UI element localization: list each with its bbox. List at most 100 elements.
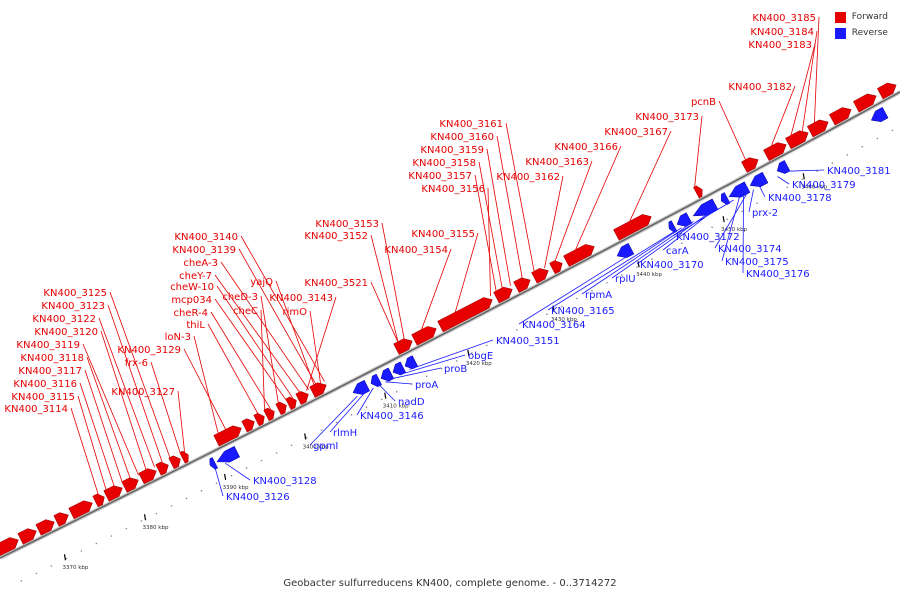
legend-reverse-swatch xyxy=(834,27,846,39)
gene-label: KN400_3179 xyxy=(792,180,856,191)
ruler-dot xyxy=(561,305,563,308)
ruler-dot xyxy=(696,234,698,237)
tick-label: 3390 kbp xyxy=(223,485,249,491)
gene-label: KN400_3122 xyxy=(32,314,96,325)
ruler-dot xyxy=(200,490,203,492)
gene-label: KN400_3164 xyxy=(522,320,586,331)
reverse-gene-arrow xyxy=(720,192,731,205)
gene-label: KN400_3161 xyxy=(439,119,503,130)
label-leader-line xyxy=(214,468,224,497)
gene-label: KN400_3182 xyxy=(728,82,792,93)
tick-label: 3430 kbp xyxy=(551,317,577,323)
label-leader-line xyxy=(107,304,163,464)
ruler-dot xyxy=(275,452,278,454)
forward-gene-arrow xyxy=(309,382,327,398)
gene-label: cheY-7 xyxy=(179,271,212,282)
reverse-gene-arrow xyxy=(749,171,769,188)
ruler-dot xyxy=(786,186,788,188)
ruler-dot xyxy=(95,542,98,545)
legend-forward-swatch xyxy=(834,11,846,23)
label-leader-line xyxy=(662,210,714,251)
forward-gene-arrow xyxy=(213,425,242,447)
ruler-dot xyxy=(726,218,728,221)
gene-label: KN400_3139 xyxy=(172,245,236,256)
reverse-gene-arrow xyxy=(216,445,241,463)
gene-label: KN400_3178 xyxy=(768,193,832,204)
tick-label: 3400 kbp xyxy=(303,444,329,450)
label-leader-line xyxy=(77,395,107,492)
gene-label: KN400_3140 xyxy=(174,232,238,243)
gene-label: KN400_3172 xyxy=(676,232,740,243)
ruler-dot xyxy=(861,145,864,148)
map-caption: Geobacter sulfurreducens KN400, complete… xyxy=(283,578,617,589)
forward-gene-arrow xyxy=(531,268,549,284)
forward-gene-arrow xyxy=(741,157,759,173)
reverse-gene-arrow xyxy=(404,355,419,370)
ruler-dot xyxy=(320,429,323,431)
ruler-dot xyxy=(230,474,233,477)
ruler-dot xyxy=(816,170,818,172)
gene-label: KN400_3173 xyxy=(635,112,699,123)
gene-label: thiL xyxy=(186,320,205,331)
ruler-dot xyxy=(771,194,773,197)
label-leader-line xyxy=(309,395,358,446)
forward-gene-arrow xyxy=(693,185,703,199)
label-leader-line xyxy=(759,186,766,198)
label-leader-line xyxy=(86,356,131,480)
reverse-gene-arrow xyxy=(668,220,678,233)
ruler-dot xyxy=(516,329,518,331)
forward-gene-arrow xyxy=(613,214,652,241)
label-leader-line xyxy=(636,213,708,265)
gene-label: KN400_3146 xyxy=(360,411,424,422)
ruler-dot xyxy=(531,321,533,323)
tick-mark xyxy=(63,554,67,561)
ruler-dot xyxy=(846,154,849,156)
label-leader-line xyxy=(109,291,171,460)
label-leader-line xyxy=(721,196,740,262)
forward-gene-arrow xyxy=(168,455,181,470)
ruler-dot xyxy=(891,129,894,132)
forward-gene-arrow xyxy=(763,142,787,162)
ruler-dot xyxy=(666,250,668,252)
reverse-gene-arrow xyxy=(676,212,693,227)
label-leader-line xyxy=(379,384,396,402)
label-leader-line xyxy=(385,381,413,385)
reverse-gene-arrow xyxy=(209,457,219,470)
ruler-dot xyxy=(125,527,128,530)
gene-label: KN400_3119 xyxy=(16,340,80,351)
ruler-dot xyxy=(651,258,653,260)
gene-label: KN400_3125 xyxy=(43,288,107,299)
genome-backbone xyxy=(0,90,900,560)
gene-label: cheC xyxy=(233,306,258,317)
forward-gene-arrow xyxy=(263,407,275,422)
reverse-gene-arrow xyxy=(392,361,407,376)
label-leader-line xyxy=(474,174,497,294)
label-leader-line xyxy=(714,192,748,249)
label-leader-line xyxy=(742,194,744,274)
label-leader-line xyxy=(370,281,399,344)
label-leader-line xyxy=(309,310,321,384)
gene-label: KN400_3143 xyxy=(269,293,333,304)
forward-gene-arrow xyxy=(411,326,437,346)
reverse-gene-arrow xyxy=(776,160,791,174)
label-leader-line xyxy=(518,255,628,325)
ruler-dot xyxy=(185,497,188,500)
label-leader-line xyxy=(356,387,374,416)
reverse-gene-arrow xyxy=(352,379,371,395)
gene-label: pcnB xyxy=(691,97,716,108)
gene-label: obgE xyxy=(468,351,493,362)
ruler-dot xyxy=(140,520,143,522)
gene-label: KN400_3181 xyxy=(827,166,891,177)
label-leader-line xyxy=(628,130,672,225)
tick-label: 3420 kbp xyxy=(466,361,492,367)
label-leader-line xyxy=(672,199,734,237)
gene-label: KN400_3115 xyxy=(11,392,75,403)
gene-label: frx-6 xyxy=(125,358,148,369)
legend-forward: Forward xyxy=(834,9,888,25)
forward-gene-arrow xyxy=(852,93,877,113)
label-leader-line xyxy=(574,145,622,253)
label-leader-line xyxy=(487,187,491,297)
legend-reverse: Reverse xyxy=(834,25,888,41)
label-leader-line xyxy=(370,234,399,344)
gene-label: KN400_3159 xyxy=(420,145,484,156)
